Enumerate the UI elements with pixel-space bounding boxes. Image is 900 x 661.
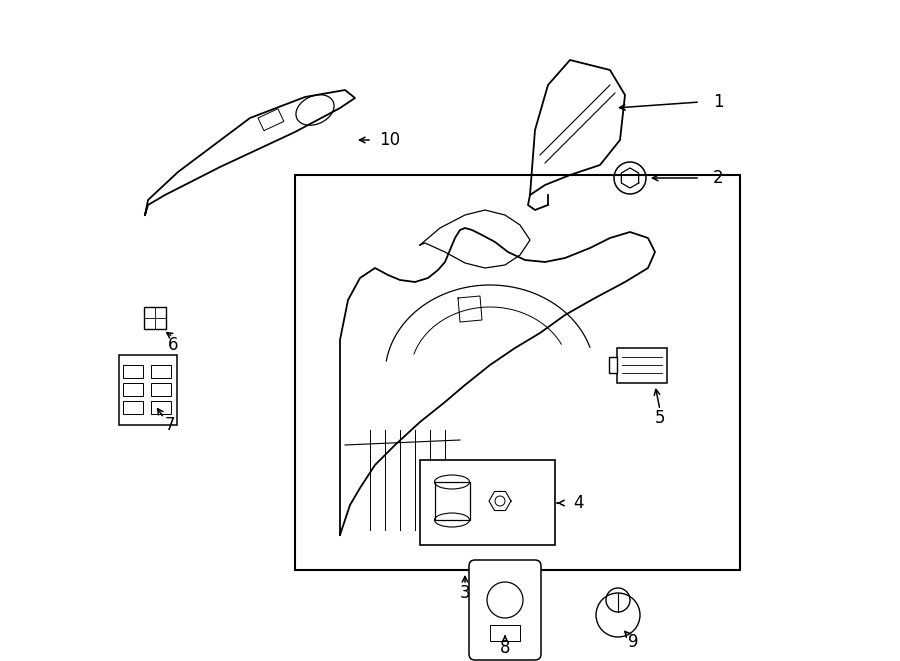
Text: 8: 8 (500, 639, 510, 657)
Text: 4: 4 (572, 494, 583, 512)
FancyBboxPatch shape (469, 560, 541, 660)
Text: 10: 10 (380, 131, 400, 149)
Text: 5: 5 (655, 409, 665, 427)
Bar (609, 357, 617, 373)
Text: 1: 1 (713, 93, 724, 111)
Polygon shape (145, 90, 355, 215)
Bar (123, 401, 143, 414)
Bar (490, 625, 520, 641)
Bar (144, 307, 166, 329)
Bar (123, 383, 143, 396)
Bar (617, 348, 667, 383)
Bar (258, 108, 284, 131)
Text: 7: 7 (165, 416, 176, 434)
Bar (151, 383, 171, 396)
Bar (420, 460, 555, 545)
Text: 3: 3 (460, 584, 471, 602)
Bar (123, 365, 143, 378)
Bar (295, 175, 740, 570)
Text: 6: 6 (167, 336, 178, 354)
Bar (151, 365, 171, 378)
Bar (151, 401, 171, 414)
Bar (119, 355, 177, 425)
Text: 9: 9 (628, 633, 638, 651)
Text: 2: 2 (713, 169, 724, 187)
Polygon shape (340, 228, 655, 535)
